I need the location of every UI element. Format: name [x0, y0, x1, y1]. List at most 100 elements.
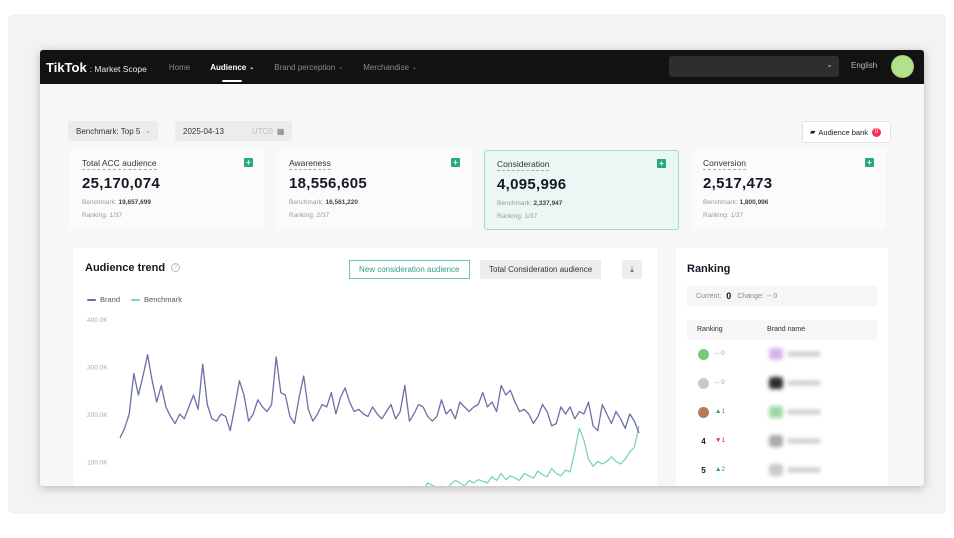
top-navbar: TikTok : Market Scope Home Audience ⌄ Br… [40, 50, 924, 84]
language-switcher[interactable]: English [851, 61, 878, 70]
benchmark-select[interactable]: Benchmark: Top 5 ⌄ [68, 121, 159, 141]
metric-ranking: Ranking: 1/37 [497, 213, 538, 220]
metric-benchmark: Benchmark: 1,800,996 [703, 199, 769, 206]
ranking-table-header: Ranking Brand name [687, 320, 877, 340]
calendar-icon: ▦ [276, 126, 285, 136]
rank-change: -- 0 [715, 350, 725, 357]
brand-search-select[interactable]: ⌄ [669, 56, 839, 77]
chevron-down-icon: ⌄ [826, 60, 833, 69]
rank-change: ▼1 [715, 437, 726, 444]
audience-bank-label: Audience bank [818, 127, 869, 137]
ranking-row[interactable]: 5 ▲2 [687, 456, 877, 485]
timezone-label: UTC0 [251, 126, 273, 136]
ranking-table: Ranking Brand name -- 0 -- 0 ▲1 4 ▼1 5 ▲2 [687, 320, 877, 485]
download-icon[interactable]: ⤓ [622, 260, 642, 279]
chart-legend: Brand Benchmark [87, 295, 193, 304]
brand-logo [769, 377, 783, 389]
col-brand-name: Brand name [767, 326, 806, 333]
user-avatar[interactable] [891, 55, 914, 78]
folder-icon: ▰ [810, 129, 816, 136]
metric-card-total-acc[interactable]: Total ACC audience + 25,170,074 Benchmar… [70, 150, 265, 230]
ranking-title: Ranking [687, 263, 731, 275]
legend-swatch [131, 298, 141, 301]
metric-card-consideration[interactable]: Consideration + 4,095,996 Benchmark: 2,3… [484, 150, 679, 230]
app-logo[interactable]: TikTok : Market Scope [46, 60, 147, 75]
metric-value: 4,095,996 [497, 176, 567, 193]
metric-title: Total ACC audience [82, 158, 157, 170]
date-value: 2025-04-13 [183, 126, 224, 136]
brand-name-blurred [787, 351, 821, 357]
metric-card-awareness[interactable]: Awareness + 18,556,605 Benchmark: 16,561… [277, 150, 472, 230]
audience-trend-panel: Audience trend ? New consideration audie… [73, 248, 657, 486]
ranking-current-row: Current: 0 Change: -- 0 [687, 286, 877, 306]
add-icon[interactable]: + [865, 158, 874, 167]
ranking-row[interactable]: -- 0 [687, 369, 877, 398]
add-icon[interactable]: + [451, 158, 460, 167]
nav-item-label: Home [168, 62, 191, 72]
rank-change-value: -- 0 [766, 292, 778, 300]
audience-trend-chart[interactable]: 400.0K 300.0K 200.0K 100.0K [73, 248, 657, 486]
date-picker[interactable]: 2025-04-13 UTC0 ▦ [175, 121, 293, 141]
metric-value: 2,517,473 [703, 175, 773, 192]
nav-item-home[interactable]: Home [169, 50, 190, 84]
nav-item-label: Audience [210, 62, 247, 72]
brand-name-blurred [787, 409, 821, 415]
nav-item-brand-perception[interactable]: Brand perception ⌄ [274, 50, 343, 84]
rank-change: -- 0 [715, 379, 725, 386]
metric-title: Awareness [289, 158, 331, 170]
legend-item-benchmark[interactable]: Benchmark [131, 295, 182, 304]
metric-title: Conversion [703, 158, 746, 170]
audience-bank-badge: 0 [872, 127, 882, 137]
info-icon[interactable]: ? [171, 263, 180, 272]
ranking-row[interactable]: -- 0 [687, 340, 877, 369]
rank-change: ▲1 [715, 408, 726, 415]
chevron-down-icon: ⌄ [412, 64, 418, 71]
nav-item-audience[interactable]: Audience ⌄ [210, 50, 254, 84]
legend-swatch [87, 298, 96, 301]
col-ranking: Ranking [697, 326, 723, 333]
brand-logo [769, 348, 783, 360]
tab-total-consideration[interactable]: Total Consideration audience [480, 260, 602, 279]
ranking-rows: -- 0 -- 0 ▲1 4 ▼1 5 ▲2 [687, 340, 877, 485]
chevron-down-icon: ⌄ [249, 64, 255, 71]
benchmark-label: Benchmark: Top 5 [76, 126, 141, 136]
metric-ranking: Ranking: 2/37 [289, 212, 330, 219]
series-line-brand[interactable] [119, 353, 640, 439]
medal-icon [698, 407, 709, 418]
metric-card-conversion[interactable]: Conversion + 2,517,473 Benchmark: 1,800,… [691, 150, 886, 230]
current-rank-value: 0 [726, 291, 732, 301]
y-tick-label: 400.0K [87, 317, 108, 324]
brand-name-blurred [787, 467, 821, 473]
rank-number: 4 [701, 437, 706, 446]
metric-ranking: Ranking: 1/37 [82, 212, 123, 219]
metric-ranking: Ranking: 1/37 [703, 212, 744, 219]
nav-item-merchandise[interactable]: Merchandise ⌄ [363, 50, 417, 84]
y-tick-label: 100.0K [87, 460, 108, 467]
ranking-row[interactable]: 4 ▼1 [687, 427, 877, 456]
metric-value: 18,556,605 [289, 175, 368, 192]
audience-bank-button[interactable]: ▰ Audience bank 0 [802, 121, 891, 143]
logo-subtitle: : Market Scope [89, 63, 147, 74]
add-icon[interactable]: + [657, 159, 666, 168]
metric-benchmark: Benchmark: 2,337,947 [497, 200, 563, 207]
rank-number: 5 [701, 466, 706, 475]
medal-icon [698, 349, 709, 360]
ranking-row[interactable]: ▲1 [687, 398, 877, 427]
metric-title: Consideration [497, 159, 550, 171]
series-line-benchmark[interactable] [120, 425, 640, 486]
medal-icon [698, 378, 709, 389]
nav-menu: Home Audience ⌄ Brand perception ⌄ Merch… [169, 50, 437, 84]
nav-item-label: Brand perception [274, 62, 336, 72]
chevron-down-icon: ⌄ [338, 64, 344, 71]
y-tick-label: 300.0K [87, 365, 108, 372]
add-icon[interactable]: + [244, 158, 253, 167]
brand-name-blurred [787, 380, 821, 386]
brand-logo [769, 406, 783, 418]
nav-item-label: Merchandise [363, 62, 410, 72]
tab-new-consideration[interactable]: New consideration audience [349, 260, 470, 279]
trend-title: Audience trend [85, 262, 166, 274]
logo-text: TikTok [46, 59, 87, 75]
ranking-panel: Ranking Current: 0 Change: -- 0 Ranking … [676, 248, 888, 486]
legend-item-brand[interactable]: Brand [87, 295, 120, 304]
y-tick-label: 200.0K [87, 412, 108, 419]
